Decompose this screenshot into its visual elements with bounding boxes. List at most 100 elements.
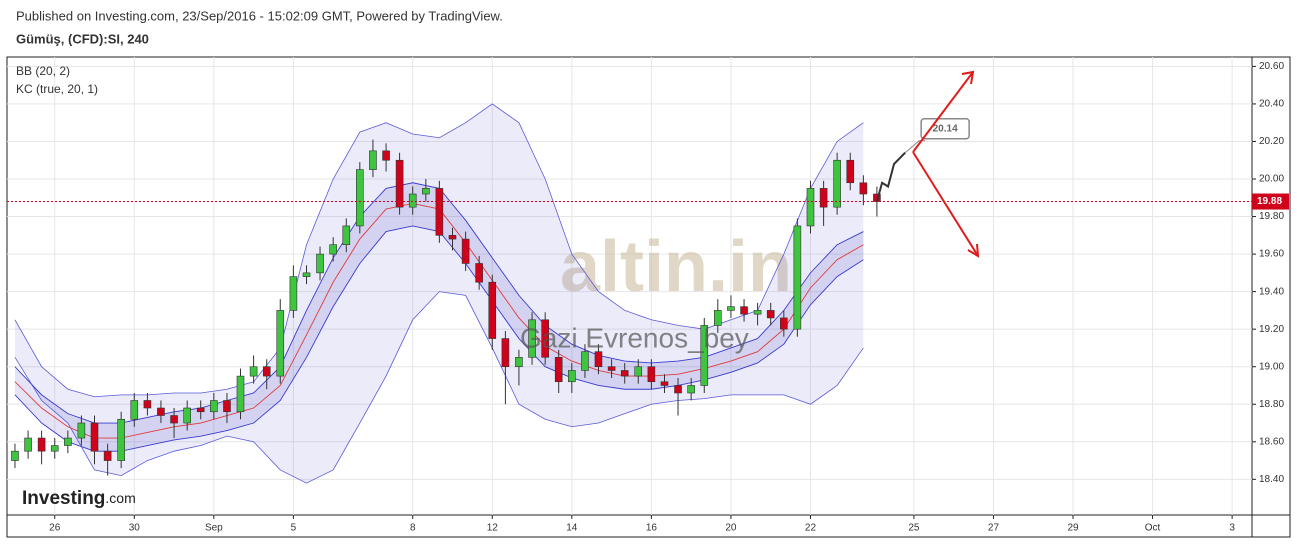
candle-body (382, 150, 390, 161)
candle-body (37, 437, 46, 452)
candle-body (581, 351, 589, 371)
y-tick-label: 19.40 (1259, 286, 1284, 297)
logo-text: Investing (22, 488, 105, 509)
y-tick-label: 20.00 (1259, 174, 1284, 185)
y-tick-label: 20.60 (1259, 61, 1284, 72)
x-tick-label: 22 (805, 523, 817, 534)
forecast-arrows (912, 70, 980, 258)
candle-body (554, 357, 563, 383)
bb-line (14, 291, 864, 484)
candle-body (674, 385, 682, 394)
candle-body (130, 400, 139, 420)
x-tick-label: 16 (646, 523, 658, 534)
x-tick-label: 29 (1067, 523, 1079, 534)
subtitle: Published on Investing.com, 23/Sep/2016 … (16, 8, 503, 23)
candle-body (806, 188, 815, 227)
candle-body (515, 357, 523, 368)
candle-body (329, 244, 337, 255)
candle-body (356, 169, 364, 227)
candle-body (594, 351, 603, 368)
x-tick-label: 14 (566, 523, 578, 534)
projection-pointer (904, 140, 926, 154)
candle-body (103, 450, 112, 461)
y-tick-label: 19.00 (1259, 361, 1284, 372)
candle-body (687, 385, 695, 394)
chart-frame (6, 56, 1291, 538)
candle-body (316, 253, 324, 274)
candle-body (262, 366, 271, 377)
y-tick-label: 20.40 (1259, 99, 1284, 110)
candle-body (607, 366, 616, 371)
candle-body (541, 319, 549, 358)
candle-body (143, 400, 152, 409)
candle-body (289, 276, 298, 311)
candle-body (435, 188, 444, 236)
x-tick-label: Oct (1145, 523, 1161, 534)
last-price-label: 19.88 (1257, 196, 1282, 207)
candle-body (620, 370, 629, 377)
watermark: Gazi Evrenos_bey (520, 322, 749, 353)
arrow-head (967, 243, 980, 258)
x-tick-label: 5 (291, 523, 297, 534)
x-tick-label: 26 (49, 523, 61, 534)
x-tick-label: 20 (725, 523, 737, 534)
candle-body (210, 400, 218, 413)
candle-body (634, 366, 643, 377)
candle-body (740, 306, 748, 315)
candle-body (727, 306, 735, 311)
candle-body (753, 310, 762, 315)
candle-body (302, 272, 311, 277)
last-price-box (1252, 193, 1289, 210)
legend-entry: BB (20, 2) (16, 64, 70, 78)
candle-body (196, 407, 205, 413)
y-tick-label: 19.20 (1259, 324, 1284, 335)
x-tick-label: 3 (1229, 523, 1235, 534)
candle-body (249, 366, 258, 377)
x-tick-label: 30 (129, 523, 141, 534)
chart-title: Gümüş, (CFD):SI, 240 (16, 31, 149, 46)
x-tick-label: 27 (988, 523, 1000, 534)
arrow-head (961, 70, 975, 85)
candle-body (170, 415, 178, 424)
candle-body (369, 150, 377, 170)
y-tick-label: 18.40 (1259, 474, 1284, 485)
x-tick-label: Sep (205, 523, 223, 534)
candle-body (157, 407, 165, 416)
candle-body (833, 159, 841, 208)
y-tick-label: 19.80 (1259, 211, 1284, 222)
legend-entry: KC (true, 20, 1) (16, 82, 98, 96)
candle-body (395, 159, 404, 208)
candle-body (568, 370, 576, 383)
x-tick-label: 8 (410, 523, 416, 534)
y-tick-label: 18.60 (1259, 436, 1284, 447)
candle-body (819, 188, 828, 208)
y-tick-label: 20.20 (1259, 136, 1284, 147)
projection-line (875, 152, 906, 202)
y-tick-label: 19.60 (1259, 249, 1284, 260)
candle-body (117, 418, 125, 461)
logo: Investing.com (22, 488, 136, 509)
candle-body (647, 366, 656, 383)
plot: 19.88 20.14 (7, 103, 1289, 484)
candle-body (236, 375, 245, 413)
candle-body (11, 450, 19, 461)
candle-body (422, 188, 430, 195)
candle-body (50, 445, 59, 452)
candle-body (64, 437, 72, 446)
candle-body (700, 325, 709, 386)
x-tick-label: 12 (487, 523, 499, 534)
candle-body (488, 281, 497, 339)
logo-text: .com (105, 490, 135, 506)
projection-label: 20.14 (933, 123, 958, 134)
candle-body (448, 235, 457, 240)
candle-body (276, 310, 285, 377)
candle-body (766, 310, 775, 319)
candle-body (859, 182, 868, 195)
candle-body (183, 407, 191, 424)
candle-body (846, 159, 855, 184)
candle-body (24, 437, 32, 452)
candle-body (77, 422, 86, 439)
x-tick-label: 25 (908, 523, 920, 534)
